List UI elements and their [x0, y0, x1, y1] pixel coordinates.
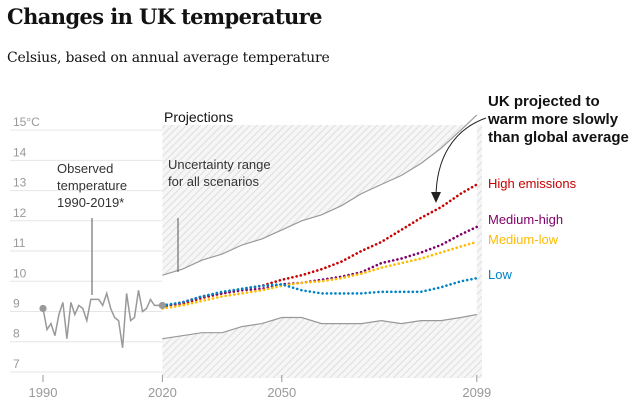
series-low	[161, 276, 479, 307]
x-tick-label: 2099	[462, 385, 491, 400]
y-tick-label: 9	[13, 296, 20, 310]
x-tick-label: 1990	[29, 385, 58, 400]
y-tick-label: 14	[13, 145, 27, 159]
legend-medium-low: Medium-low	[488, 232, 559, 247]
legend-high-emissions: High emissions	[488, 176, 577, 191]
y-tick-label: 11	[13, 236, 26, 250]
projection-start-marker	[158, 301, 166, 310]
uncertainty-upper-edge	[162, 114, 478, 276]
x-tick-label: 2050	[267, 385, 296, 400]
x-tick-label: 2020	[148, 385, 177, 400]
projections-label: Projections	[164, 109, 233, 125]
callout-line-3: than global average	[488, 129, 629, 146]
series-lines	[39, 183, 479, 348]
uncertainty-range-area	[162, 115, 477, 339]
y-tick-label: 7	[13, 357, 20, 371]
observed-label-line-3: 1990-2019*	[57, 195, 124, 210]
y-tick-label: 13	[13, 176, 27, 190]
series-high-emissions	[161, 183, 479, 307]
uncertainty-lower-edge	[162, 313, 477, 340]
callout-line-2: warm more slowly	[487, 111, 619, 128]
callout-arrowhead	[431, 192, 441, 203]
legend-low: Low	[488, 267, 512, 282]
uncertainty-label-line-1: Uncertainty range	[168, 157, 271, 172]
observed-start-marker	[39, 304, 47, 313]
legend-medium-high: Medium-high	[488, 212, 563, 227]
y-tick-label: 10	[13, 266, 27, 280]
uncertainty-label-line-2: for all scenarios	[168, 174, 260, 189]
series-medium-low	[161, 240, 479, 310]
callout-line-1: UK projected to	[488, 93, 600, 110]
observed-label-line-1: Observed	[57, 161, 113, 176]
series-observed	[42, 290, 163, 348]
axis-ticks: 7 8 9 10 11 12 13 14 15°C 1990 2020 2050 2099	[13, 115, 491, 400]
chart-title: Changes in UK temperature	[7, 4, 322, 29]
callout-arrow-line	[435, 117, 487, 199]
chart-subtitle: Celsius, based on annual average tempera…	[7, 50, 330, 66]
observed-label-line-2: temperature	[57, 178, 127, 193]
y-tick-label: 12	[13, 206, 27, 220]
y-tick-label-top: 15°C	[13, 115, 40, 129]
uncertainty-range	[162, 114, 482, 378]
series-medium-high	[161, 225, 479, 309]
y-tick-label: 8	[13, 327, 20, 341]
